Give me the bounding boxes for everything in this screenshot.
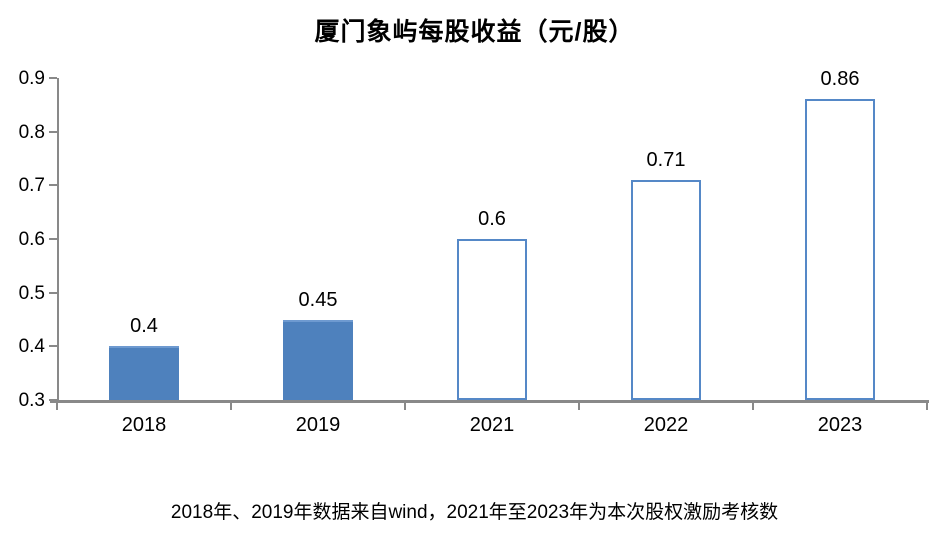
x-axis-tick [578, 403, 580, 410]
x-axis-line [50, 400, 929, 403]
x-axis-tick [752, 403, 754, 410]
bar-value-label: 0.86 [820, 68, 860, 91]
bar [109, 346, 179, 400]
bar [631, 179, 701, 400]
bar-value-label: 0.4 [130, 315, 158, 338]
y-axis-tick [49, 77, 57, 79]
y-axis-tick [49, 238, 57, 240]
y-axis-tick-label: 0.5 [18, 282, 45, 304]
y-axis-tick-label: 0.4 [18, 336, 45, 358]
bar [283, 319, 353, 400]
footnote: 2018年、2019年数据来自wind，2021年至2023年为本次股权激励考核… [170, 502, 779, 523]
chart-title: 厦门象屿每股收益（元/股） [314, 18, 635, 46]
x-axis-tick [404, 403, 406, 410]
x-axis-label: 2022 [643, 414, 689, 436]
bar-value-label: 0.6 [478, 208, 506, 230]
x-axis-tick [56, 403, 58, 410]
y-axis-tick [49, 345, 57, 348]
y-axis-tick-label: 0.9 [18, 68, 45, 89]
bar-value-label: 0.71 [646, 148, 686, 171]
bar [805, 99, 875, 400]
y-axis-line [57, 78, 59, 402]
bar-value-label: 0.45 [298, 288, 338, 311]
y-axis-tick-label: 0.7 [18, 175, 45, 197]
y-axis-tick-label: 0.3 [18, 390, 45, 411]
x-axis-tick [230, 403, 232, 410]
y-axis-tick-label: 0.8 [18, 121, 45, 143]
x-axis-label: 2023 [817, 414, 863, 436]
y-axis-tick [49, 399, 57, 401]
y-axis-tick [49, 130, 57, 133]
x-axis-label: 2019 [295, 414, 341, 436]
y-axis-tick [49, 291, 57, 294]
y-axis-tick [49, 184, 57, 187]
y-axis-tick-label: 0.6 [18, 229, 45, 250]
x-axis-label: 2018 [121, 414, 167, 436]
x-axis-label: 2021 [469, 414, 515, 436]
bar [457, 239, 527, 400]
x-axis-tick [926, 403, 928, 410]
